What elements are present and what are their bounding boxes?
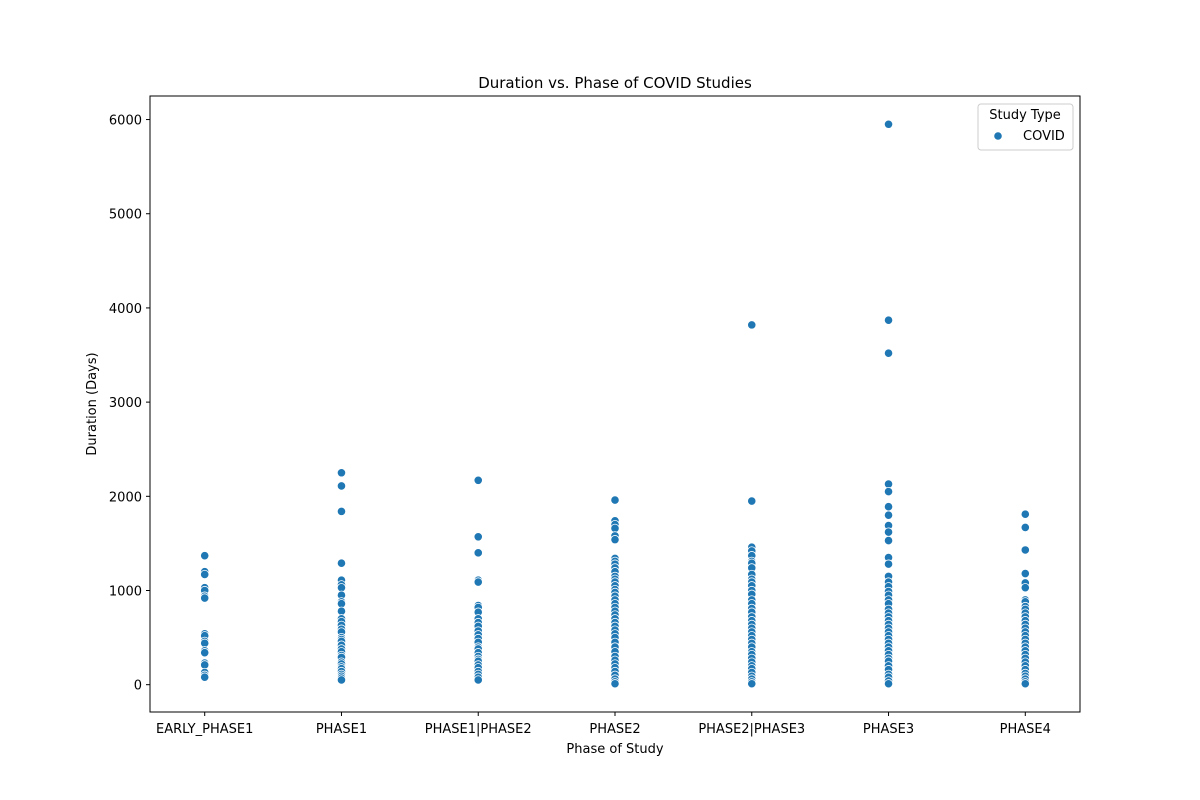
data-point (473, 548, 483, 558)
data-point (336, 468, 347, 478)
data-point (200, 551, 210, 561)
x-tick-label: PHASE1 (316, 722, 367, 737)
data-point (200, 593, 210, 603)
y-tick-label: 4000 (109, 302, 142, 317)
data-point (747, 496, 757, 506)
data-point (473, 577, 483, 587)
legend-label-covid: COVID (1023, 129, 1065, 144)
legend-title: Study Type (989, 108, 1061, 123)
y-axis-label: Duration (Days) (85, 352, 100, 455)
data-point (200, 648, 210, 658)
data-point (336, 506, 347, 516)
legend-marker-covid (993, 131, 1003, 141)
y-tick-label: 2000 (109, 490, 142, 505)
plot-frame (149, 95, 1081, 713)
y-tick-label: 1000 (109, 584, 142, 599)
data-point (473, 475, 483, 485)
data-point (336, 675, 347, 685)
data-point (200, 672, 210, 682)
data-point (883, 527, 894, 537)
data-point (883, 348, 894, 358)
data-point (747, 679, 757, 689)
x-tick-label: PHASE1|PHASE2 (425, 722, 532, 737)
data-point (610, 495, 620, 505)
y-tick-label: 3000 (109, 396, 142, 411)
y-tick-label: 5000 (109, 208, 142, 223)
data-point (883, 315, 894, 325)
x-tick-label: PHASE3 (863, 722, 914, 737)
data-point (200, 569, 210, 580)
x-axis-ticks: EARLY_PHASE1 PHASE1 PHASE1|PHASE2 PHASE2 PHA… (156, 712, 1051, 737)
x-tick-label: PHASE4 (1000, 722, 1051, 737)
data-point (336, 481, 347, 491)
x-tick-label: PHASE2|PHASE3 (698, 722, 805, 737)
data-point (1020, 568, 1030, 579)
legend: Study Type COVID (977, 103, 1074, 151)
data-point (747, 320, 757, 330)
data-point (883, 679, 894, 689)
data-point (1020, 583, 1030, 593)
x-axis-label: Phase of Study (566, 742, 663, 757)
data-point (883, 502, 894, 512)
y-tick-label: 6000 (109, 114, 142, 129)
y-axis-ticks: 0 1000 2000 3000 4000 5000 6000 (109, 114, 150, 694)
data-point (1020, 679, 1030, 689)
data-point (883, 119, 894, 129)
data-point (1020, 545, 1030, 555)
data-point (610, 535, 620, 545)
data-point (883, 486, 894, 497)
data-point (473, 532, 483, 542)
data-point (473, 675, 483, 685)
chart-title: Duration vs. Phase of COVID Studies (478, 74, 752, 92)
x-tick-label: EARLY_PHASE1 (156, 722, 253, 737)
y-tick-label: 0 (134, 679, 142, 694)
x-tick-label: PHASE2 (589, 722, 640, 737)
data-point (1020, 509, 1030, 519)
data-point (883, 559, 894, 569)
data-point (1020, 522, 1030, 532)
data-point (883, 535, 894, 546)
points-layer (200, 119, 1030, 689)
data-point (883, 510, 894, 520)
data-point (610, 679, 620, 689)
data-point (336, 558, 347, 568)
